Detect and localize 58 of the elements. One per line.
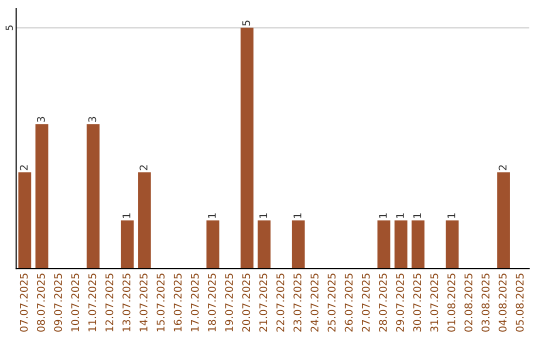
bar bbox=[394, 220, 408, 269]
data-label: 2 bbox=[20, 165, 28, 170]
x-tick-label: 25.07.2025 bbox=[328, 274, 336, 332]
x-tick-label: 26.07.2025 bbox=[344, 274, 353, 332]
bar bbox=[412, 220, 424, 269]
x-tick-label: 27.07.2025 bbox=[362, 274, 370, 332]
data-label: 1 bbox=[379, 213, 387, 218]
bar bbox=[446, 220, 459, 269]
x-tick-label: 29.07.2025 bbox=[396, 274, 404, 332]
x-tick-label: 13.07.2025 bbox=[122, 274, 130, 332]
data-label: 1 bbox=[208, 213, 216, 218]
x-tick-label: 23.07.2025 bbox=[293, 274, 302, 332]
x-tick-label: 09.07.2025 bbox=[54, 274, 62, 332]
bar bbox=[206, 220, 220, 269]
x-tick-label: 21.07.2025 bbox=[259, 274, 268, 332]
data-label: 1 bbox=[122, 213, 130, 218]
bar bbox=[258, 220, 271, 269]
data-label: 3 bbox=[36, 116, 45, 122]
data-label: 1 bbox=[413, 213, 421, 218]
x-tick-label: 01.08.2025 bbox=[447, 274, 456, 332]
x-tick-label: 19.07.2025 bbox=[225, 274, 233, 332]
x-tick-label: 28.07.2025 bbox=[378, 274, 387, 332]
data-label: 2 bbox=[498, 165, 506, 170]
bar bbox=[18, 172, 32, 269]
x-tick-label: 02.08.2025 bbox=[464, 274, 472, 332]
x-tick-label: 31.07.2025 bbox=[430, 274, 438, 332]
x-tick-label: 17.07.2025 bbox=[190, 274, 199, 332]
bar bbox=[35, 124, 48, 269]
x-tick-label: 24.07.2025 bbox=[310, 274, 318, 332]
data-label: 2 bbox=[140, 165, 148, 170]
x-tick-label: 14.07.2025 bbox=[140, 274, 148, 332]
x-tick-label: 20.07.2025 bbox=[242, 274, 250, 332]
x-tick-label: 04.08.2025 bbox=[498, 274, 507, 332]
x-tick-label: 12.07.2025 bbox=[105, 274, 114, 332]
x-tick-label: 18.07.2025 bbox=[208, 274, 216, 332]
x-tick-label: 10.07.2025 bbox=[71, 274, 80, 332]
x-tick-label: 08.07.2025 bbox=[36, 274, 45, 332]
data-label: 1 bbox=[448, 213, 456, 218]
bar bbox=[86, 124, 100, 269]
x-tick-label: 11.07.2025 bbox=[88, 274, 96, 332]
data-label: 1 bbox=[259, 213, 268, 218]
x-tick-label: 05.08.2025 bbox=[516, 274, 524, 332]
data-label: 1 bbox=[396, 213, 404, 218]
x-tick-label: 03.08.2025 bbox=[482, 274, 490, 332]
bar bbox=[497, 172, 510, 269]
data-label: 1 bbox=[294, 213, 302, 218]
x-tick-label: 07.07.2025 bbox=[20, 274, 28, 332]
bar bbox=[120, 220, 134, 269]
x-tick-label: 30.07.2025 bbox=[413, 274, 422, 332]
x-tick-label: 15.07.2025 bbox=[156, 274, 165, 332]
data-label: 3 bbox=[88, 116, 96, 122]
x-tick-label: 16.07.2025 bbox=[174, 274, 182, 332]
bar bbox=[377, 220, 390, 269]
bar bbox=[292, 220, 305, 269]
bar bbox=[240, 28, 254, 269]
data-label: 5 bbox=[242, 20, 250, 26]
x-tick-label: 22.07.2025 bbox=[276, 274, 284, 332]
bar bbox=[138, 172, 151, 269]
